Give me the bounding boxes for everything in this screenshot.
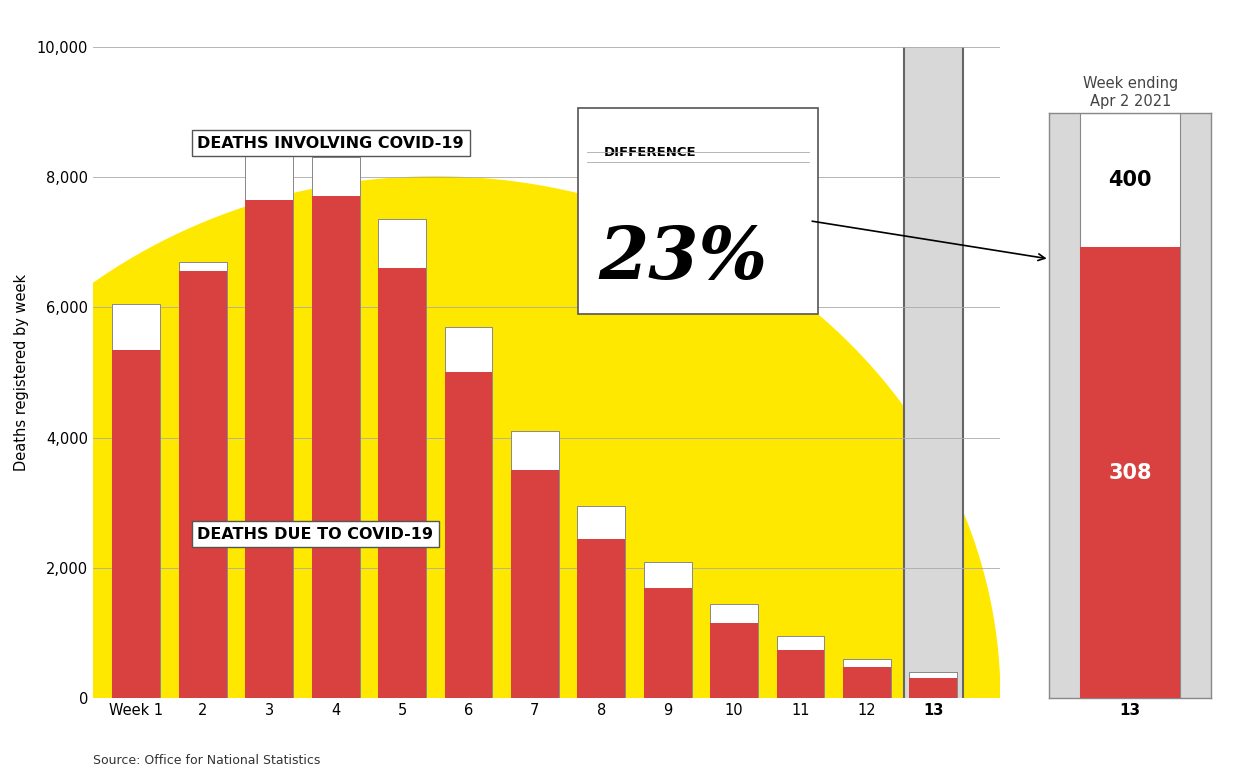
Bar — [578, 506, 625, 698]
Bar — [113, 350, 160, 698]
Bar — [909, 678, 958, 698]
Y-axis label: Deaths registered by week: Deaths registered by week — [14, 274, 29, 471]
Bar — [179, 272, 226, 698]
Bar — [776, 636, 825, 698]
Bar — [378, 220, 426, 698]
Text: DIFFERENCE: DIFFERENCE — [604, 147, 697, 159]
Bar — [312, 158, 359, 698]
Bar — [179, 262, 226, 698]
Bar — [776, 650, 825, 698]
Bar — [378, 268, 426, 698]
Bar — [113, 304, 160, 698]
Bar — [843, 667, 891, 698]
Bar — [909, 672, 958, 698]
Text: Source: Office for National Statistics: Source: Office for National Statistics — [93, 754, 320, 767]
Text: DEATHS INVOLVING COVID-19: DEATHS INVOLVING COVID-19 — [197, 136, 465, 151]
Bar — [909, 678, 958, 698]
Bar — [312, 196, 359, 698]
Bar — [904, 43, 963, 702]
Text: 308: 308 — [1108, 462, 1153, 483]
FancyBboxPatch shape — [579, 109, 818, 314]
Bar — [445, 327, 492, 698]
Bar — [578, 539, 625, 698]
Bar — [245, 144, 293, 698]
Bar — [710, 604, 758, 698]
Bar — [1081, 113, 1180, 698]
Text: 400: 400 — [1108, 170, 1153, 190]
Title: Week ending
Apr 2 2021: Week ending Apr 2 2021 — [1083, 76, 1177, 109]
Bar — [843, 660, 891, 698]
Bar — [643, 562, 692, 698]
Bar — [245, 199, 293, 698]
Polygon shape — [0, 177, 1000, 698]
Text: DEATHS DUE TO COVID-19: DEATHS DUE TO COVID-19 — [197, 527, 433, 542]
Bar — [710, 623, 758, 698]
Bar — [643, 587, 692, 698]
Bar — [909, 672, 958, 698]
Text: 23%: 23% — [599, 223, 768, 294]
Bar — [510, 470, 559, 698]
Bar — [445, 372, 492, 698]
Bar — [510, 431, 559, 698]
Bar — [1081, 248, 1180, 698]
